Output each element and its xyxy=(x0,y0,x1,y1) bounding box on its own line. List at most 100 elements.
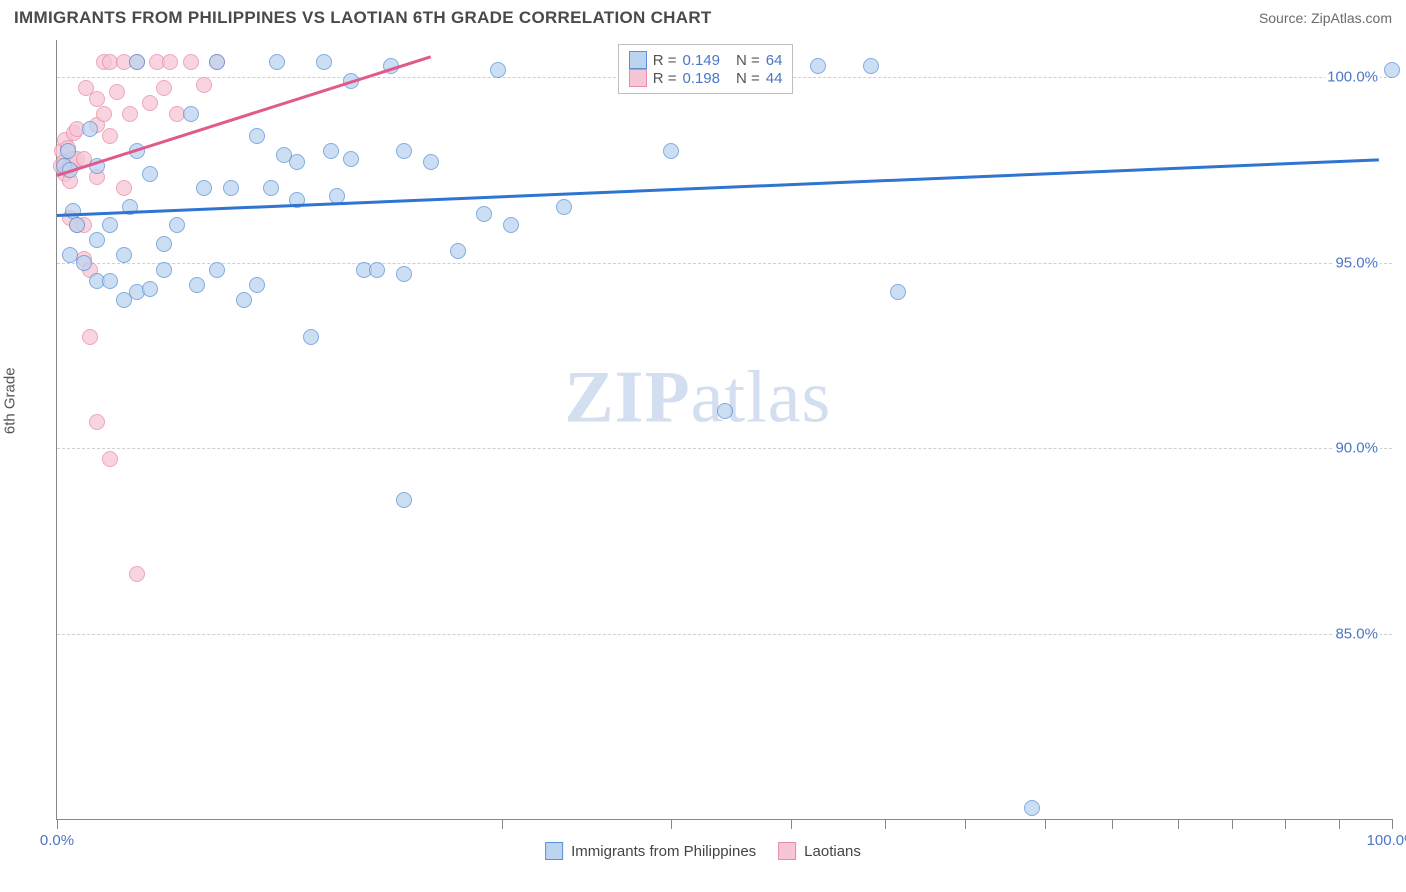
y-tick-label: 90.0% xyxy=(1333,440,1380,457)
legend-item-laotians: Laotians xyxy=(778,842,861,860)
x-tick xyxy=(502,819,503,829)
trendline-philippines xyxy=(57,159,1379,217)
x-tick xyxy=(885,819,886,829)
data-point-philippines xyxy=(423,154,439,170)
r-label: R = xyxy=(653,52,677,69)
data-point-laotians xyxy=(89,414,105,430)
swatch-philippines xyxy=(545,842,563,860)
data-point-philippines xyxy=(289,154,305,170)
data-point-philippines xyxy=(65,203,81,219)
x-tick xyxy=(1392,819,1393,829)
y-tick-label: 85.0% xyxy=(1333,625,1380,642)
data-point-philippines xyxy=(503,217,519,233)
n-label: N = xyxy=(736,70,760,87)
data-point-laotians xyxy=(142,95,158,111)
watermark: ZIPatlas xyxy=(564,356,831,441)
x-tick xyxy=(671,819,672,829)
data-point-philippines xyxy=(1384,62,1400,78)
data-point-philippines xyxy=(142,281,158,297)
source-prefix: Source: xyxy=(1259,10,1311,26)
data-point-philippines xyxy=(196,180,212,196)
n-value-philippines: 64 xyxy=(766,52,783,69)
x-tick-label: 100.0% xyxy=(1367,832,1406,849)
r-value-laotians: 0.198 xyxy=(682,70,720,87)
chart-area: 6th Grade ZIPatlas R = 0.149 N = 64 R = … xyxy=(14,40,1392,878)
plot-region: ZIPatlas R = 0.149 N = 64 R = 0.198 N = … xyxy=(56,40,1392,820)
data-point-philippines xyxy=(450,243,466,259)
data-point-philippines xyxy=(183,106,199,122)
data-point-philippines xyxy=(810,58,826,74)
x-tick xyxy=(1045,819,1046,829)
data-point-philippines xyxy=(249,128,265,144)
x-tick xyxy=(1112,819,1113,829)
data-point-laotians xyxy=(102,451,118,467)
data-point-philippines xyxy=(1024,800,1040,816)
data-point-philippines xyxy=(129,54,145,70)
x-tick xyxy=(1339,819,1340,829)
y-axis-label: 6th Grade xyxy=(2,367,19,434)
data-point-laotians xyxy=(196,77,212,93)
data-point-philippines xyxy=(490,62,506,78)
legend-label-laotians: Laotians xyxy=(804,843,861,860)
data-point-philippines xyxy=(142,166,158,182)
data-point-laotians xyxy=(122,106,138,122)
data-point-philippines xyxy=(396,143,412,159)
data-point-philippines xyxy=(396,266,412,282)
y-tick-label: 95.0% xyxy=(1333,254,1380,271)
swatch-philippines xyxy=(629,51,647,69)
source-label: Source: ZipAtlas.com xyxy=(1259,10,1392,26)
data-point-philippines xyxy=(369,262,385,278)
data-point-philippines xyxy=(263,180,279,196)
gridline xyxy=(57,448,1392,449)
data-point-philippines xyxy=(156,236,172,252)
data-point-philippines xyxy=(890,284,906,300)
x-tick xyxy=(1232,819,1233,829)
data-point-laotians xyxy=(96,106,112,122)
source-value: ZipAtlas.com xyxy=(1311,10,1392,26)
data-point-philippines xyxy=(102,217,118,233)
data-point-philippines xyxy=(556,199,572,215)
watermark-zip: ZIP xyxy=(564,357,690,439)
x-tick xyxy=(965,819,966,829)
data-point-philippines xyxy=(343,151,359,167)
data-point-laotians xyxy=(162,54,178,70)
data-point-laotians xyxy=(116,180,132,196)
data-point-laotians xyxy=(89,91,105,107)
data-point-philippines xyxy=(169,217,185,233)
swatch-laotians xyxy=(778,842,796,860)
header: IMMIGRANTS FROM PHILIPPINES VS LAOTIAN 6… xyxy=(0,0,1406,32)
r-label: R = xyxy=(653,70,677,87)
legend-row-philippines: R = 0.149 N = 64 xyxy=(629,51,783,69)
x-tick-label: 0.0% xyxy=(40,832,74,849)
data-point-laotians xyxy=(109,84,125,100)
legend-row-laotians: R = 0.198 N = 44 xyxy=(629,69,783,87)
data-point-philippines xyxy=(223,180,239,196)
series-legend: Immigrants from Philippines Laotians xyxy=(545,842,861,860)
r-value-philippines: 0.149 xyxy=(682,52,720,69)
data-point-laotians xyxy=(156,80,172,96)
watermark-atlas: atlas xyxy=(691,357,832,439)
data-point-philippines xyxy=(396,492,412,508)
data-point-philippines xyxy=(717,403,733,419)
data-point-philippines xyxy=(102,273,118,289)
data-point-philippines xyxy=(189,277,205,293)
data-point-laotians xyxy=(129,566,145,582)
data-point-laotians xyxy=(102,128,118,144)
data-point-philippines xyxy=(476,206,492,222)
swatch-laotians xyxy=(629,69,647,87)
correlation-legend: R = 0.149 N = 64 R = 0.198 N = 44 xyxy=(618,44,794,94)
legend-label-philippines: Immigrants from Philippines xyxy=(571,843,756,860)
data-point-philippines xyxy=(89,232,105,248)
chart-title: IMMIGRANTS FROM PHILIPPINES VS LAOTIAN 6… xyxy=(14,8,712,28)
data-point-philippines xyxy=(316,54,332,70)
gridline xyxy=(57,634,1392,635)
data-point-philippines xyxy=(60,143,76,159)
x-tick xyxy=(791,819,792,829)
data-point-philippines xyxy=(209,262,225,278)
trendline-laotians xyxy=(57,55,432,176)
data-point-philippines xyxy=(156,262,172,278)
legend-item-philippines: Immigrants from Philippines xyxy=(545,842,756,860)
data-point-philippines xyxy=(663,143,679,159)
data-point-philippines xyxy=(209,54,225,70)
y-tick-label: 100.0% xyxy=(1325,69,1380,86)
